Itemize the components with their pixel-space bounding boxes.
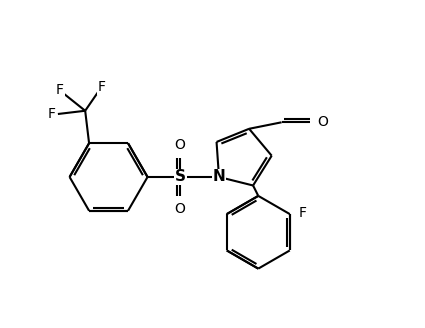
Text: F: F xyxy=(56,83,64,97)
Text: O: O xyxy=(175,138,185,152)
Text: N: N xyxy=(212,170,225,184)
Text: F: F xyxy=(98,80,106,94)
Text: N: N xyxy=(212,170,225,184)
Text: O: O xyxy=(317,115,328,129)
Text: F: F xyxy=(48,107,55,121)
Text: F: F xyxy=(299,206,307,220)
Text: S: S xyxy=(175,170,186,184)
Text: O: O xyxy=(175,202,185,216)
